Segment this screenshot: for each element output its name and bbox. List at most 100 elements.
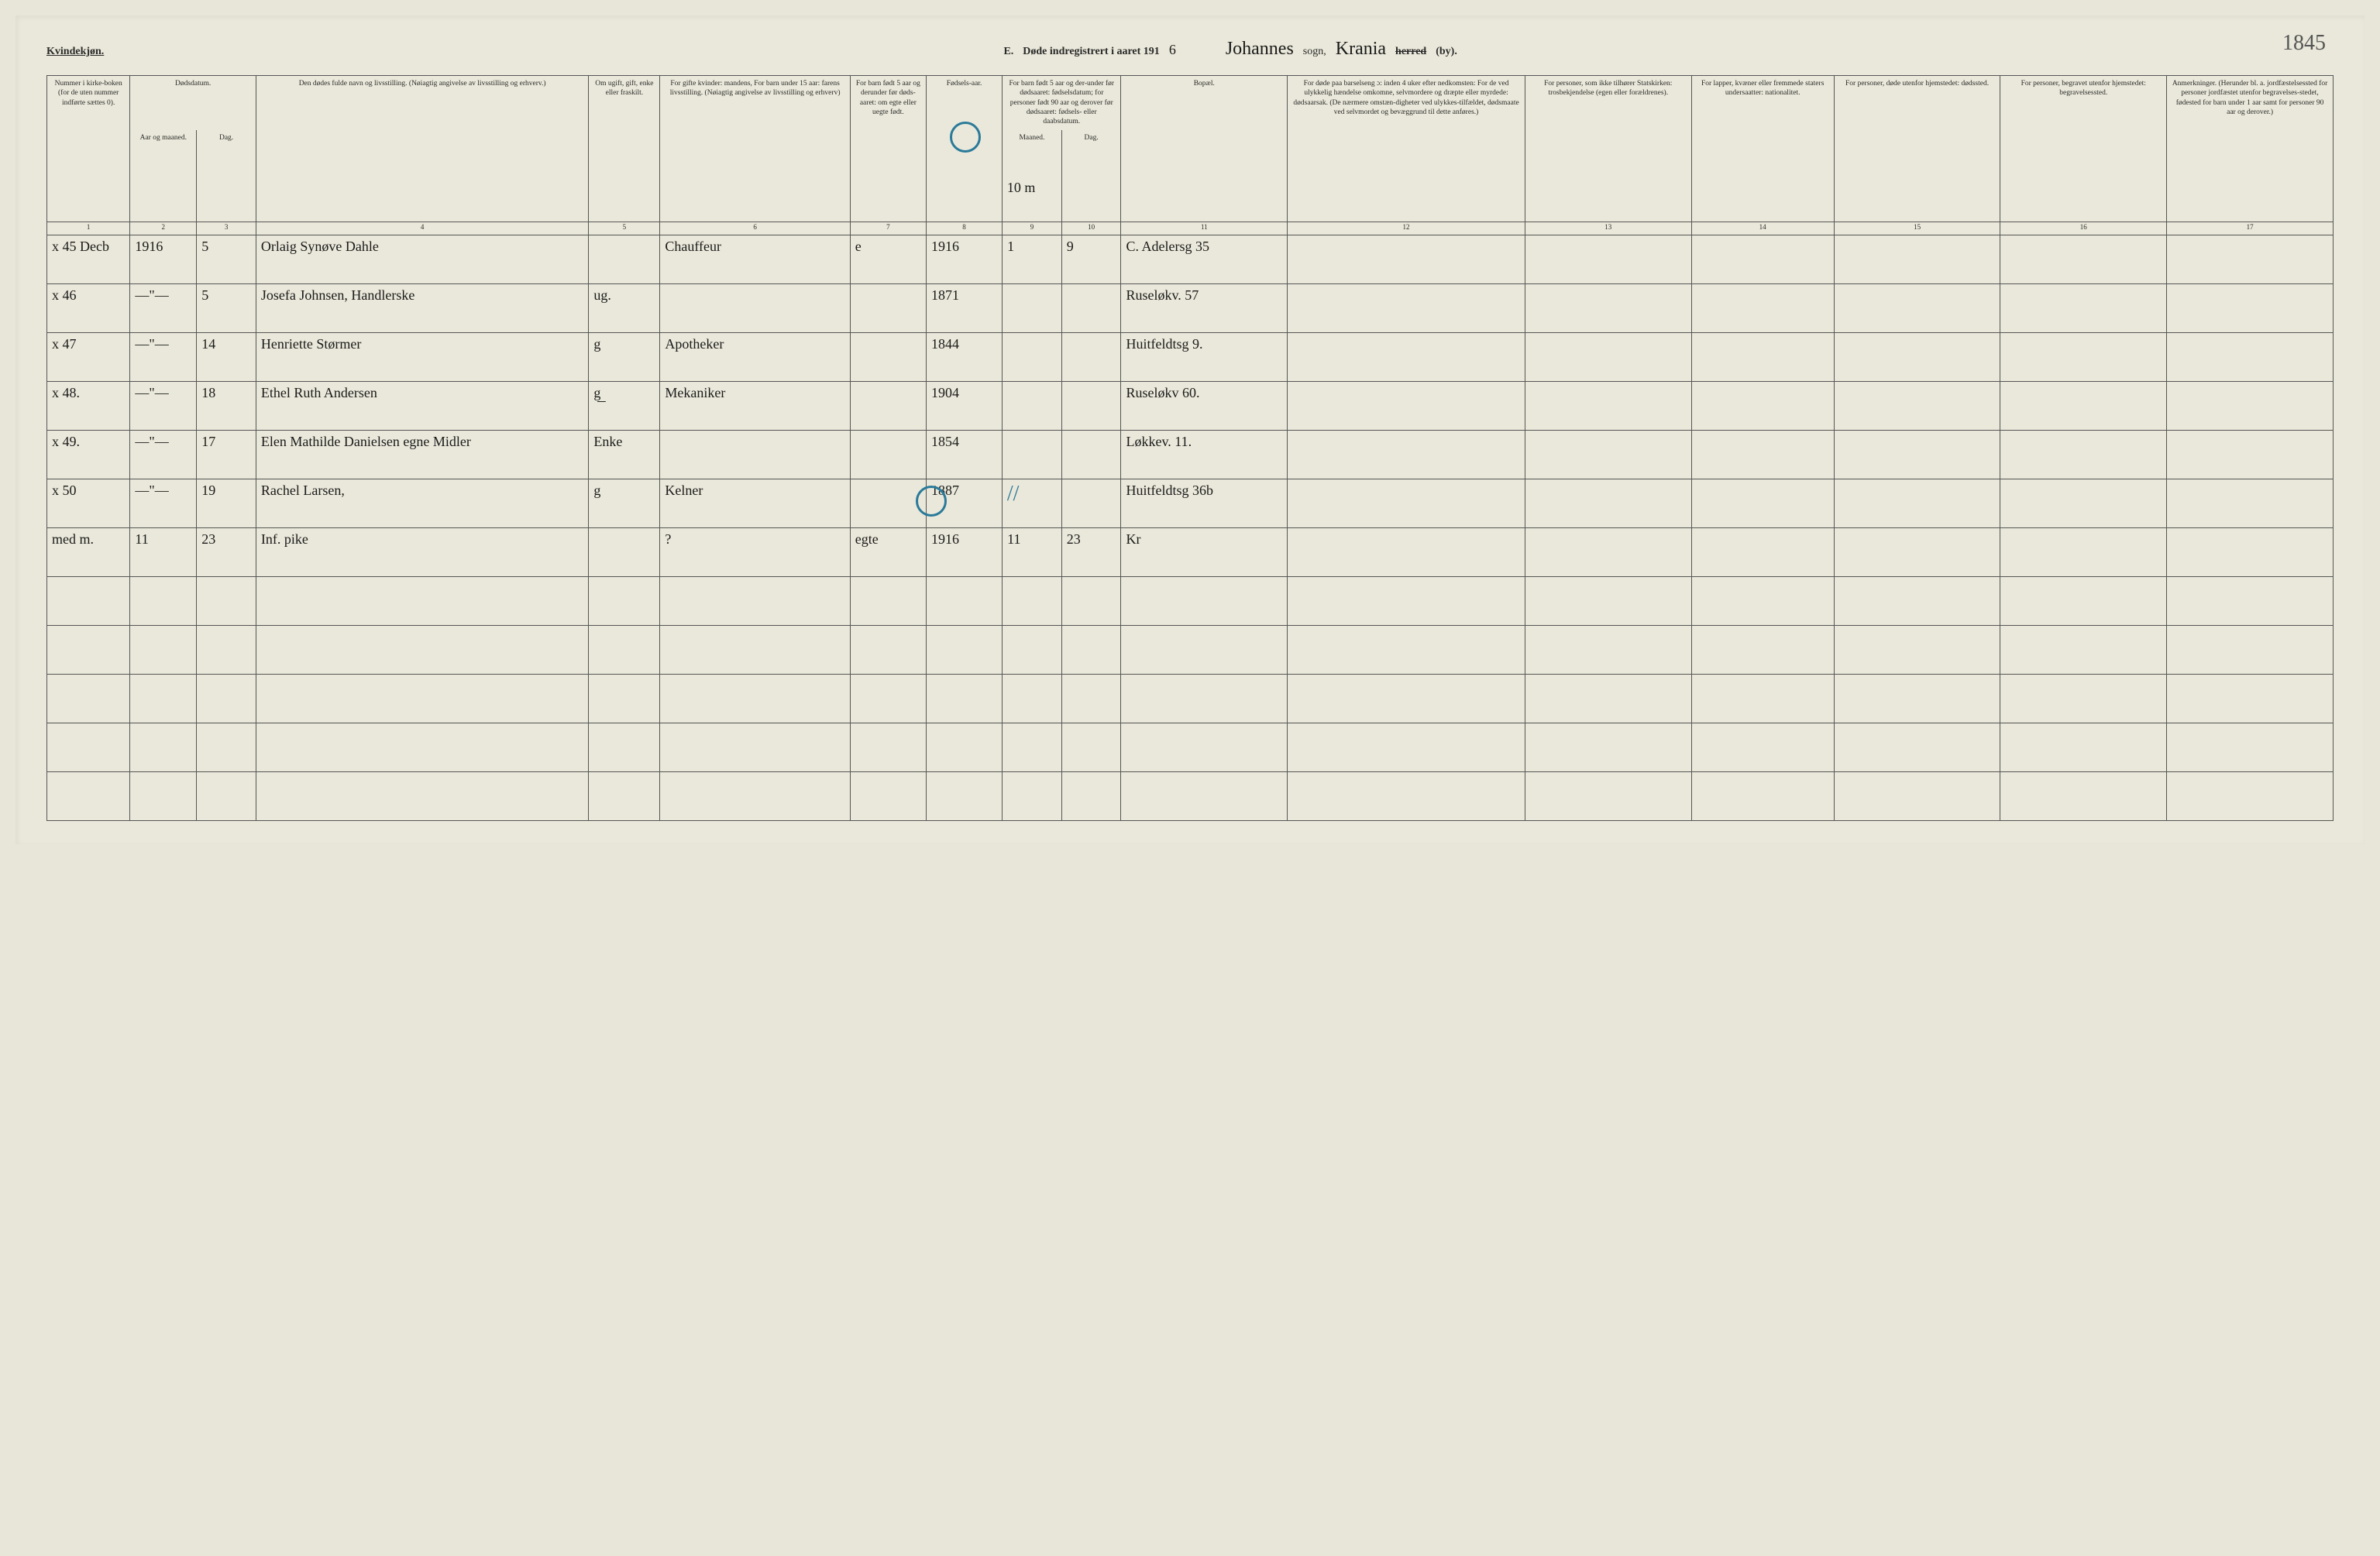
table-cell (1288, 674, 1525, 723)
table-cell (197, 576, 256, 625)
col-header-1: Nummer i kirke-boken (for de uten nummer… (47, 76, 130, 222)
table-cell (589, 527, 660, 576)
table-cell (1691, 283, 1834, 332)
table-cell (589, 625, 660, 674)
table-cell (1288, 381, 1525, 430)
table-cell: ? (660, 527, 850, 576)
colnum: 5 (589, 222, 660, 235)
table-cell (1525, 479, 1691, 527)
table-cell: Elen Mathilde Danielsen egne Midler (256, 430, 588, 479)
table-cell: g (589, 479, 660, 527)
table-cell (2000, 771, 2167, 820)
table-cell (2167, 771, 2334, 820)
table-cell (1691, 576, 1834, 625)
colnum: 13 (1525, 222, 1691, 235)
table-row: med m.1123Inf. pike?egte19161123Kr (47, 527, 2334, 576)
table-cell (850, 625, 926, 674)
sogn-handwritten: Johannes (1226, 39, 1294, 60)
margin-note: 10 m (1007, 180, 1036, 196)
table-cell (589, 674, 660, 723)
page-number: 1845 (2282, 31, 2326, 56)
table-cell: 5 (197, 283, 256, 332)
table-cell (1061, 479, 1121, 527)
table-cell (1003, 381, 1062, 430)
table-cell (197, 771, 256, 820)
col-header-16: For personer, begravet utenfor hjemstede… (2000, 76, 2167, 222)
gender-label: Kvindekjøn. (46, 46, 104, 58)
table-cell (1834, 576, 2000, 625)
table-cell: 5 (197, 235, 256, 283)
table-cell (850, 332, 926, 381)
table-cell: —"— (130, 332, 197, 381)
colnum: 14 (1691, 222, 1834, 235)
table-cell (130, 674, 197, 723)
table-cell (1525, 235, 1691, 283)
table-cell (1691, 332, 1834, 381)
col-header-2: Aar og maaned. (130, 130, 197, 222)
table-cell (1834, 235, 2000, 283)
table-cell (2000, 576, 2167, 625)
table-cell (1003, 479, 1062, 527)
col-header-12: For døde paa barselseng ɔ: inden 4 uker … (1288, 76, 1525, 222)
table-cell (1525, 771, 1691, 820)
table-cell: Josefa Johnsen, Handlerske (256, 283, 588, 332)
table-cell (850, 723, 926, 771)
table-cell: —"— (130, 430, 197, 479)
table-cell (1288, 625, 1525, 674)
table-cell (130, 771, 197, 820)
table-cell (660, 576, 850, 625)
table-cell (926, 674, 1002, 723)
table-cell (850, 576, 926, 625)
table-cell (660, 283, 850, 332)
table-cell (1834, 479, 2000, 527)
table-cell (1288, 576, 1525, 625)
table-cell (850, 771, 926, 820)
table-cell: 1844 (926, 332, 1002, 381)
table-cell (1525, 625, 1691, 674)
table-cell: 17 (197, 430, 256, 479)
table-cell (1525, 430, 1691, 479)
colnum: 12 (1288, 222, 1525, 235)
table-cell (850, 430, 926, 479)
table-cell (2000, 235, 2167, 283)
table-cell (1525, 576, 1691, 625)
table-cell (1003, 625, 1062, 674)
table-cell (1691, 527, 1834, 576)
table-cell (2167, 430, 2334, 479)
table-cell (1834, 771, 2000, 820)
table-cell (256, 771, 588, 820)
table-cell: Huitfeldtsg 9. (1121, 332, 1288, 381)
table-cell (926, 625, 1002, 674)
table-cell (1288, 771, 1525, 820)
table-cell (1834, 625, 2000, 674)
table-cell: x 45 Decb (47, 235, 130, 283)
table-cell (1691, 381, 1834, 430)
table-cell: 9 (1061, 235, 1121, 283)
table-row: x 46—"—5Josefa Johnsen, Handlerskeug.187… (47, 283, 2334, 332)
colnum: 17 (2167, 222, 2334, 235)
table-cell (1691, 674, 1834, 723)
colnum: 10 (1061, 222, 1121, 235)
table-cell (1061, 430, 1121, 479)
table-cell (2000, 625, 2167, 674)
table-cell: 11 (130, 527, 197, 576)
table-cell (1691, 723, 1834, 771)
table-cell (2167, 381, 2334, 430)
table-cell (1003, 674, 1062, 723)
table-cell (1525, 723, 1691, 771)
table-cell (1003, 283, 1062, 332)
col-header-8: Fødsels-aar. (926, 76, 1002, 222)
table-cell (2000, 381, 2167, 430)
colnum: 3 (197, 222, 256, 235)
col-header-5: Om ugift, gift, enke eller fraskilt. (589, 76, 660, 222)
table-cell (850, 479, 926, 527)
title-main: Døde indregistrert i aaret 191 (1023, 46, 1160, 58)
table-cell: Kelner (660, 479, 850, 527)
table-cell: —"— (130, 381, 197, 430)
table-cell (2167, 283, 2334, 332)
table-cell (1691, 625, 1834, 674)
colnum: 15 (1834, 222, 2000, 235)
col-header-15: For personer, døde utenfor hjemstedet: d… (1834, 76, 2000, 222)
table-cell (1121, 576, 1288, 625)
table-cell (197, 625, 256, 674)
